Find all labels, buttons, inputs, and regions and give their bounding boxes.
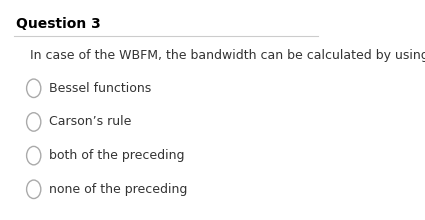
Text: Bessel functions: Bessel functions (49, 82, 151, 95)
Text: Question 3: Question 3 (16, 16, 101, 31)
Text: In case of the WBFM, the bandwidth can be calculated by using: In case of the WBFM, the bandwidth can b… (31, 49, 425, 62)
Text: Carson’s rule: Carson’s rule (49, 116, 132, 128)
Text: both of the preceding: both of the preceding (49, 149, 185, 162)
Text: none of the preceding: none of the preceding (49, 183, 187, 196)
